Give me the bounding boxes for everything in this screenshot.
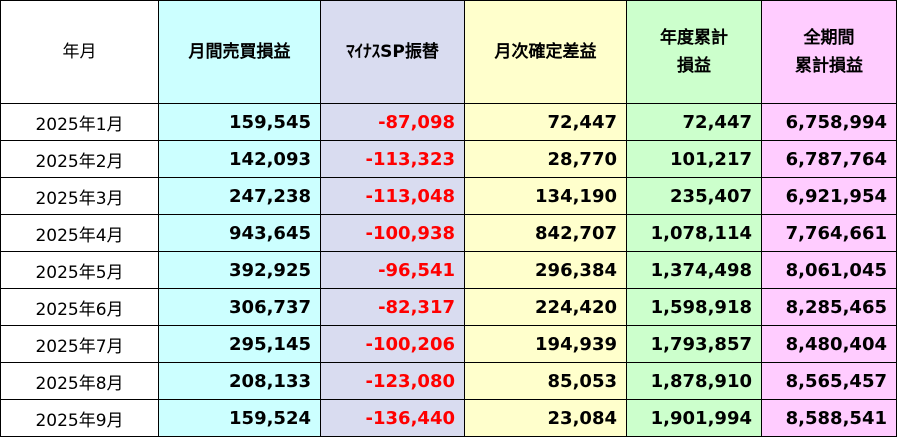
cell-yearly-cumulative-pl: 235,407 [626, 177, 762, 215]
cell-yearly-cumulative-pl: 1,793,857 [626, 325, 762, 363]
table-row: 2025年8月 208,133 -123,080 85,053 1,878,910 8,5… [0, 362, 897, 400]
table-row: 2025年1月 159,545 -87,098 72,447 72,447 6,758,9… [0, 103, 897, 141]
cell-monthly-confirmed-profit: 224,420 [464, 288, 627, 326]
cell-monthly-confirmed-profit: 194,939 [464, 325, 627, 363]
header-negative-swap-transfer: ﾏｲﾅｽSP振替 [320, 0, 465, 104]
cell-all-time-cumulative-pl: 8,588,541 [761, 399, 897, 437]
cell-yearly-cumulative-pl: 1,374,498 [626, 251, 762, 289]
cell-month: 2025年2月 [0, 140, 159, 178]
cell-monthly-trading-pl: 208,133 [158, 362, 321, 400]
cell-monthly-confirmed-profit: 28,770 [464, 140, 627, 178]
cell-yearly-cumulative-pl: 1,078,114 [626, 214, 762, 252]
cell-yearly-cumulative-pl: 1,598,918 [626, 288, 762, 326]
cell-all-time-cumulative-pl: 8,480,404 [761, 325, 897, 363]
cell-all-time-cumulative-pl: 6,787,764 [761, 140, 897, 178]
cell-month: 2025年4月 [0, 214, 159, 252]
header-month: 年月 [0, 0, 159, 104]
header-total-line1: 全期間 [803, 28, 855, 48]
header-all-time-cumulative-pl: 全期間 累計損益 [761, 0, 897, 104]
cell-all-time-cumulative-pl: 8,565,457 [761, 362, 897, 400]
cell-negative-swap-transfer: -100,938 [320, 214, 465, 252]
cell-all-time-cumulative-pl: 6,921,954 [761, 177, 897, 215]
cell-month: 2025年3月 [0, 177, 159, 215]
cell-month: 2025年5月 [0, 251, 159, 289]
cell-negative-swap-transfer: -82,317 [320, 288, 465, 326]
cell-all-time-cumulative-pl: 6,758,994 [761, 103, 897, 141]
cell-negative-swap-transfer: -100,206 [320, 325, 465, 363]
cell-all-time-cumulative-pl: 7,764,661 [761, 214, 897, 252]
cell-negative-swap-transfer: -136,440 [320, 399, 465, 437]
header-monthly-trading-pl: 月間売買損益 [158, 0, 321, 104]
table-row: 2025年9月 159,524 -136,440 23,084 1,901,994 8,5… [0, 399, 897, 437]
header-yearly-line1: 年度累計 [660, 28, 728, 48]
table-body: 2025年1月 159,545 -87,098 72,447 72,447 6,758,9… [0, 103, 897, 437]
cell-yearly-cumulative-pl: 72,447 [626, 103, 762, 141]
cell-negative-swap-transfer: -123,080 [320, 362, 465, 400]
table-row: 2025年7月 295,145 -100,206 194,939 1,793,857 8,… [0, 325, 897, 363]
header-total-line2: 累計損益 [795, 56, 863, 76]
table-row: 2025年2月 142,093 -113,323 28,770 101,217 6,787… [0, 140, 897, 178]
cell-monthly-trading-pl: 392,925 [158, 251, 321, 289]
cell-month: 2025年6月 [0, 288, 159, 326]
table-row: 2025年6月 306,737 -82,317 224,420 1,598,918 8,2… [0, 288, 897, 326]
header-monthly-confirmed-profit: 月次確定差益 [464, 0, 627, 104]
cell-yearly-cumulative-pl: 1,878,910 [626, 362, 762, 400]
cell-monthly-confirmed-profit: 85,053 [464, 362, 627, 400]
cell-month: 2025年8月 [0, 362, 159, 400]
cell-yearly-cumulative-pl: 101,217 [626, 140, 762, 178]
table-row: 2025年5月 392,925 -96,541 296,384 1,374,498 8,0… [0, 251, 897, 289]
cell-monthly-trading-pl: 295,145 [158, 325, 321, 363]
cell-monthly-confirmed-profit: 842,707 [464, 214, 627, 252]
cell-monthly-confirmed-profit: 296,384 [464, 251, 627, 289]
cell-yearly-cumulative-pl: 1,901,994 [626, 399, 762, 437]
cell-monthly-trading-pl: 159,524 [158, 399, 321, 437]
cell-monthly-confirmed-profit: 23,084 [464, 399, 627, 437]
table-row: 2025年3月 247,238 -113,048 134,190 235,407 6,92… [0, 177, 897, 215]
cell-negative-swap-transfer: -113,323 [320, 140, 465, 178]
cell-monthly-trading-pl: 943,645 [158, 214, 321, 252]
cell-monthly-trading-pl: 159,545 [158, 103, 321, 141]
cell-monthly-trading-pl: 306,737 [158, 288, 321, 326]
table-row: 2025年4月 943,645 -100,938 842,707 1,078,114 7,… [0, 214, 897, 252]
cell-negative-swap-transfer: -96,541 [320, 251, 465, 289]
header-yearly-cumulative-pl: 年度累計 損益 [626, 0, 762, 104]
header-row: 年月 月間売買損益 ﾏｲﾅｽSP振替 月次確定差益 年度累計 損益 全期間 累計… [0, 0, 897, 104]
cell-month: 2025年7月 [0, 325, 159, 363]
cell-negative-swap-transfer: -113,048 [320, 177, 465, 215]
cell-monthly-trading-pl: 247,238 [158, 177, 321, 215]
header-yearly-line2: 損益 [677, 56, 711, 76]
cell-monthly-confirmed-profit: 72,447 [464, 103, 627, 141]
cell-month: 2025年9月 [0, 399, 159, 437]
cell-all-time-cumulative-pl: 8,061,045 [761, 251, 897, 289]
cell-monthly-trading-pl: 142,093 [158, 140, 321, 178]
cell-all-time-cumulative-pl: 8,285,465 [761, 288, 897, 326]
cell-month: 2025年1月 [0, 103, 159, 141]
cell-monthly-confirmed-profit: 134,190 [464, 177, 627, 215]
cell-negative-swap-transfer: -87,098 [320, 103, 465, 141]
